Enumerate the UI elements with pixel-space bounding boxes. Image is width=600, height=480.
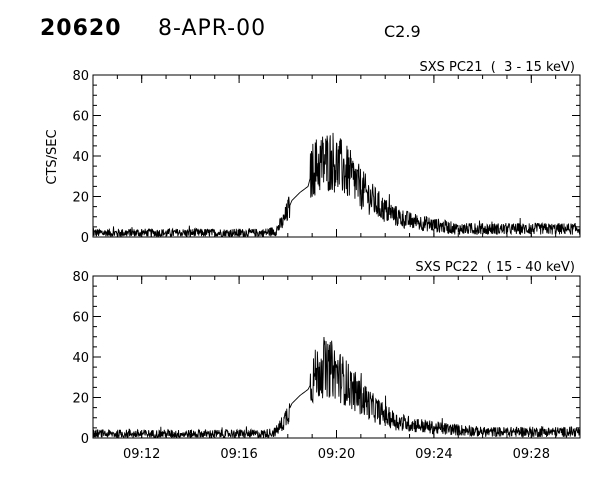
event-number: 20620 bbox=[40, 16, 122, 41]
panel-pc21-title: SXS PC21 ( 3 - 15 keV) bbox=[419, 60, 575, 75]
y-tick-label: 20 bbox=[72, 191, 89, 206]
y-tick-label: 40 bbox=[72, 351, 89, 366]
panel-pc21: SXS PC21 ( 3 - 15 keV) CTS/SEC 0 20 40 60 80 bbox=[45, 60, 581, 246]
x-tick-label: 09:24 bbox=[415, 447, 452, 462]
panel-pc21-ylabel: CTS/SEC bbox=[45, 129, 60, 184]
plot-frame bbox=[92, 275, 581, 439]
y-tick-label: 80 bbox=[72, 270, 89, 285]
lightcurve-line bbox=[92, 336, 581, 439]
panel-pc22-title: SXS PC22 ( 15 - 40 keV) bbox=[415, 260, 575, 275]
x-tick-label: 09:12 bbox=[123, 447, 160, 462]
flare-class: C2.9 bbox=[384, 22, 421, 41]
y-tick-label: 40 bbox=[72, 150, 89, 165]
y-tick-label: 0 bbox=[81, 432, 89, 447]
lightcurve-line bbox=[92, 132, 581, 238]
panel-pc22: SXS PC22 ( 15 - 40 keV) 0 20 40 60 80 09:12 09… bbox=[72, 260, 581, 462]
y-tick-label: 60 bbox=[72, 110, 89, 125]
x-tick-label: 09:16 bbox=[220, 447, 257, 462]
y-tick-label: 20 bbox=[72, 392, 89, 407]
x-tick-label: 09:28 bbox=[513, 447, 550, 462]
y-tick-label: 0 bbox=[81, 231, 89, 246]
y-tick-label: 80 bbox=[72, 69, 89, 84]
event-date: 8-APR-00 bbox=[158, 16, 267, 41]
x-tick-label: 09:20 bbox=[318, 447, 355, 462]
y-tick-label: 60 bbox=[72, 311, 89, 326]
